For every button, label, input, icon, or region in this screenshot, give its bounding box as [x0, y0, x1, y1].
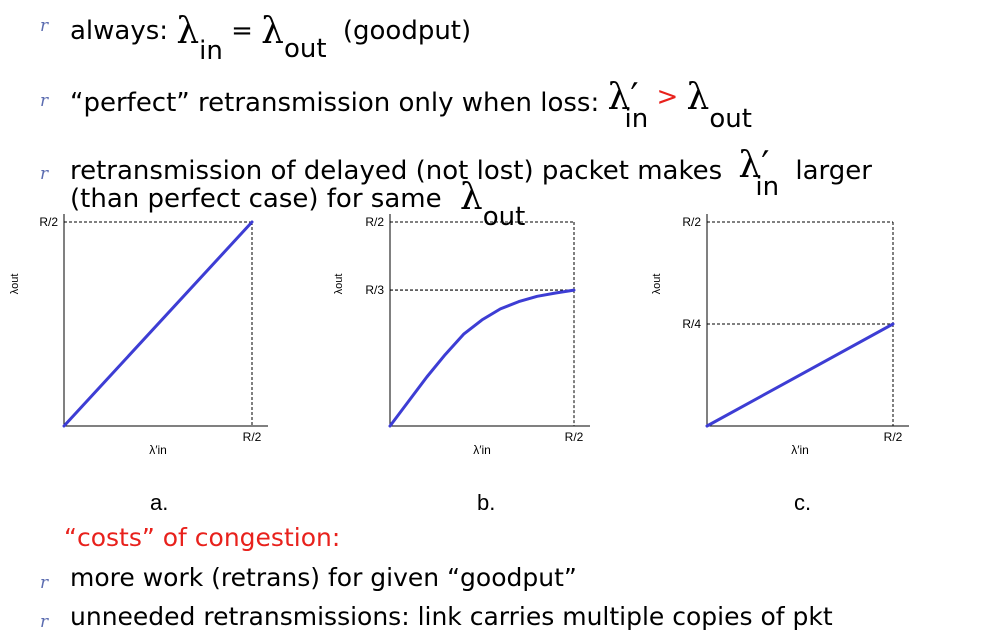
goodput-label: (goodput) — [342, 16, 472, 46]
x-tick-label: R/2 — [243, 430, 262, 444]
perfect-retransmission-text: “perfect” retransmission only when loss: — [70, 88, 600, 118]
lambda-out-symbol: λ — [459, 177, 483, 218]
x-tick-label: R/2 — [884, 430, 903, 444]
delayed-packet-line-1: retransmission of delayed (not lost) pac… — [70, 148, 872, 201]
cost-item-2: unneeded retransmissions: link carries m… — [70, 602, 833, 631]
always-line: always: λin = λout (goodput) — [70, 10, 472, 65]
bullet-marker-3: r — [40, 164, 49, 184]
greater-than-sign: > — [656, 82, 679, 112]
same-lambda-text: (than perfect case) for same — [70, 184, 442, 214]
x-axis-label: λ′in — [149, 443, 167, 457]
bullet-marker-4: r — [40, 573, 49, 593]
delayed-packet-text: retransmission of delayed (not lost) pac… — [70, 156, 723, 186]
always-prefix: always: — [70, 16, 169, 46]
lambda-in-prime-symbol: λ′ — [607, 77, 639, 118]
lambda-out-subscript: out — [482, 202, 526, 232]
lambda-in-prime-symbol: λ′ — [738, 145, 770, 186]
panel-label-b: b. — [477, 490, 496, 515]
y-tick-label: R/2 — [39, 215, 58, 229]
delayed-packet-line-2: (than perfect case) for same λout — [70, 178, 525, 231]
y-tick-label: R/4 — [682, 317, 701, 331]
lambda-in-subscript: in — [755, 172, 780, 202]
series-line — [705, 322, 895, 428]
x-axis-label: λ′in — [473, 443, 491, 457]
lambda-in-subscript: in — [199, 36, 223, 66]
lambda-out-subscript: out — [284, 34, 327, 64]
perfect-retransmission-line: “perfect” retransmission only when loss:… — [70, 80, 752, 133]
larger-text: larger — [795, 156, 872, 186]
bullet-marker-5: r — [40, 612, 49, 632]
series-line — [62, 220, 254, 428]
panel-label-c: c. — [794, 490, 812, 515]
y-axis-label: λout — [9, 274, 21, 295]
lambda-in-symbol: λ — [176, 11, 200, 52]
y-axis-label: λout — [333, 274, 345, 295]
panel-label-a: a. — [150, 490, 169, 515]
series-line — [388, 288, 576, 428]
bullet-marker-2: r — [40, 91, 49, 111]
x-tick-label: R/2 — [565, 430, 584, 444]
y-tick-label: R/2 — [365, 215, 384, 229]
lambda-out-symbol: λ — [686, 77, 710, 118]
costs-title: “costs” of congestion: — [64, 523, 341, 552]
equals-sign: = — [231, 16, 253, 46]
y-tick-label: R/3 — [365, 283, 384, 297]
bullet-marker-1: r — [40, 16, 49, 36]
x-axis-label: λ′in — [791, 443, 809, 457]
y-axis-label: λout — [651, 274, 663, 295]
lambda-in-subscript: in — [624, 104, 649, 134]
lambda-out-subscript: out — [709, 104, 752, 134]
cost-item-1: more work (retrans) for given “goodput” — [70, 563, 577, 592]
y-tick-label: R/2 — [682, 215, 701, 229]
lambda-out-symbol: λ — [261, 11, 284, 52]
